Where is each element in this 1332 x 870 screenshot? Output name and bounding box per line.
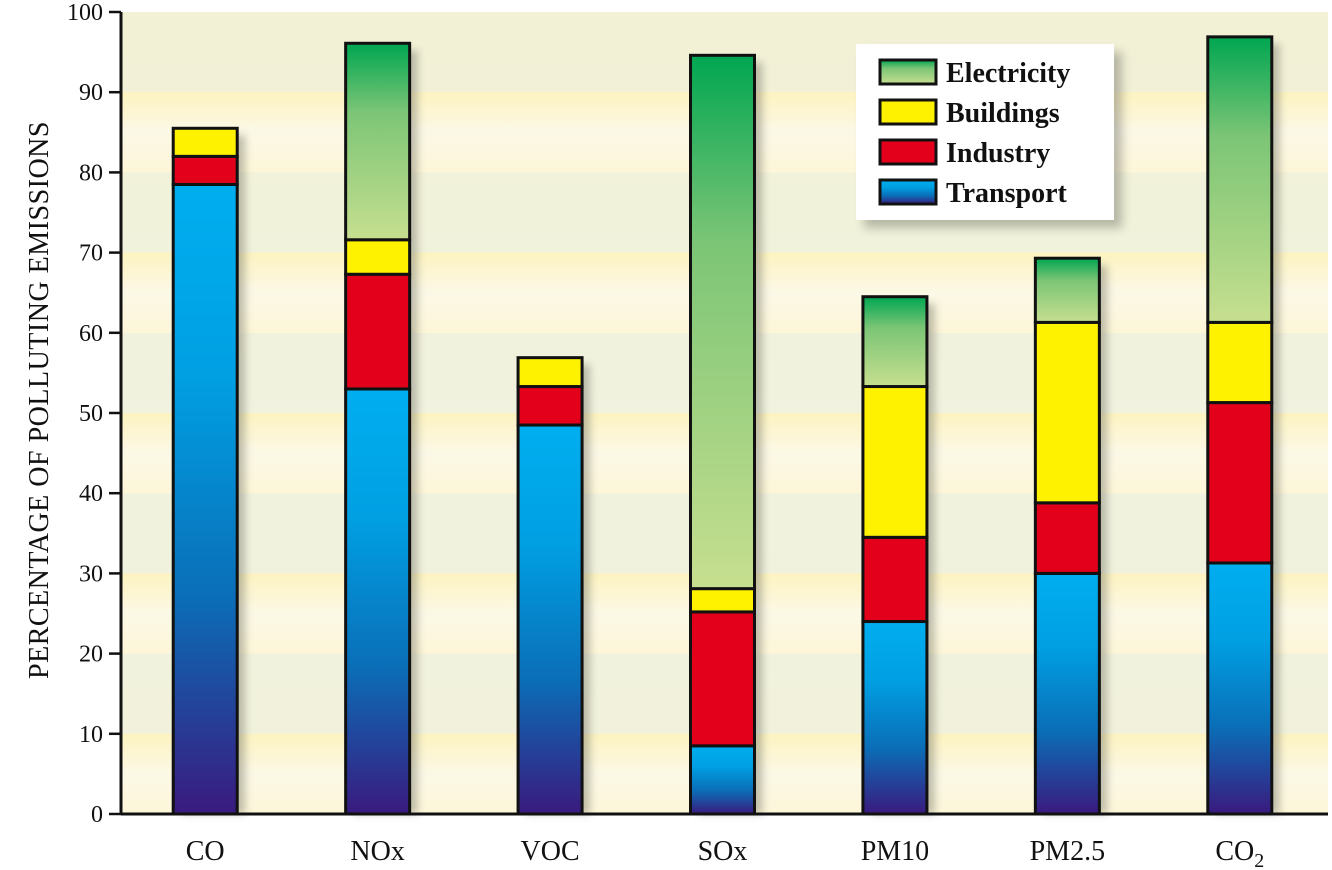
bar-segment-buildings [1033, 320, 1101, 505]
bar-segment-buildings [1206, 320, 1274, 405]
bar-segment-transport [1206, 561, 1274, 816]
bar-stack-pm25 [1033, 256, 1108, 816]
x-tick-label: CO2 [1215, 836, 1264, 870]
bar-stack-nox [344, 41, 418, 816]
bar-segment-transport [861, 620, 929, 816]
bar-segment-industry [861, 535, 929, 624]
y-tick-label: 30 [79, 561, 103, 587]
y-axis-label: PERCENTAGE OF POLLUTING EMISSIONS [24, 121, 55, 679]
bar-segment-electricity [1206, 35, 1274, 324]
legend-swatch-transport [878, 178, 938, 206]
y-tick-label: 20 [79, 642, 103, 668]
bar-segment-buildings [344, 238, 412, 276]
legend-swatch-buildings [878, 98, 938, 126]
y-axis: 0 10 20 30 40 50 60 70 80 90 100 [67, 0, 123, 828]
bar-segment-buildings [516, 356, 584, 389]
x-tick-label: PM10 [861, 836, 929, 867]
bar-segment-buildings [861, 385, 929, 539]
x-tick-label: CO [186, 836, 225, 867]
x-tick-label: VOC [521, 836, 580, 867]
bar-segment-transport [689, 744, 756, 816]
y-tick-label: 70 [79, 241, 103, 267]
bar-stack-co2 [1206, 35, 1280, 816]
bar-segment-buildings [171, 126, 239, 158]
bar-segment-electricity [689, 53, 756, 591]
bar-stack-sox [689, 53, 763, 816]
y-tick-label: 50 [79, 401, 103, 427]
bar-stack-pm10 [861, 295, 935, 816]
legend-label-transport: Transport [946, 178, 1067, 209]
bar-segment-industry [1033, 501, 1101, 575]
bar-segment-transport [344, 387, 412, 816]
legend-label-buildings: Buildings [946, 98, 1060, 129]
x-tick-label: NOx [350, 836, 404, 867]
legend-swatch-industry [878, 138, 938, 166]
legend-swatch-electricity [878, 58, 938, 86]
bar-segment-buildings [689, 587, 756, 614]
bars [171, 35, 1280, 816]
y-tick-label: 90 [79, 80, 103, 106]
bar-segment-industry [171, 154, 239, 186]
bar-segment-electricity [1033, 256, 1101, 324]
bar-stack-voc [516, 356, 591, 816]
y-tick-label: 80 [79, 160, 103, 186]
bar-segment-industry [689, 610, 756, 748]
bar-segment-electricity [861, 295, 929, 389]
bar-segment-transport [171, 182, 239, 816]
bar-stack-co [171, 126, 246, 816]
bar-segment-electricity [344, 41, 412, 242]
y-tick-label: 10 [79, 722, 103, 748]
legend: Electricity Buildings Industry Transport [856, 44, 1122, 228]
x-axis: CO NOx VOC SOx PM10 PM2.5 CO2 [121, 812, 1328, 870]
bar-segment-transport [516, 423, 584, 816]
y-tick-label: 100 [67, 0, 103, 26]
bar-segment-industry [516, 385, 584, 427]
bar-segment-transport [1033, 571, 1101, 816]
bar-segment-industry [344, 272, 412, 391]
x-tick-label: PM2.5 [1030, 836, 1105, 867]
legend-label-industry: Industry [946, 138, 1050, 169]
y-tick-label: 60 [79, 321, 103, 347]
y-tick-label: 0 [91, 802, 103, 828]
bar-segment-industry [1206, 401, 1274, 565]
x-tick-label: SOx [698, 836, 748, 867]
y-tick-label: 40 [79, 481, 103, 507]
legend-label-electricity: Electricity [946, 58, 1070, 89]
